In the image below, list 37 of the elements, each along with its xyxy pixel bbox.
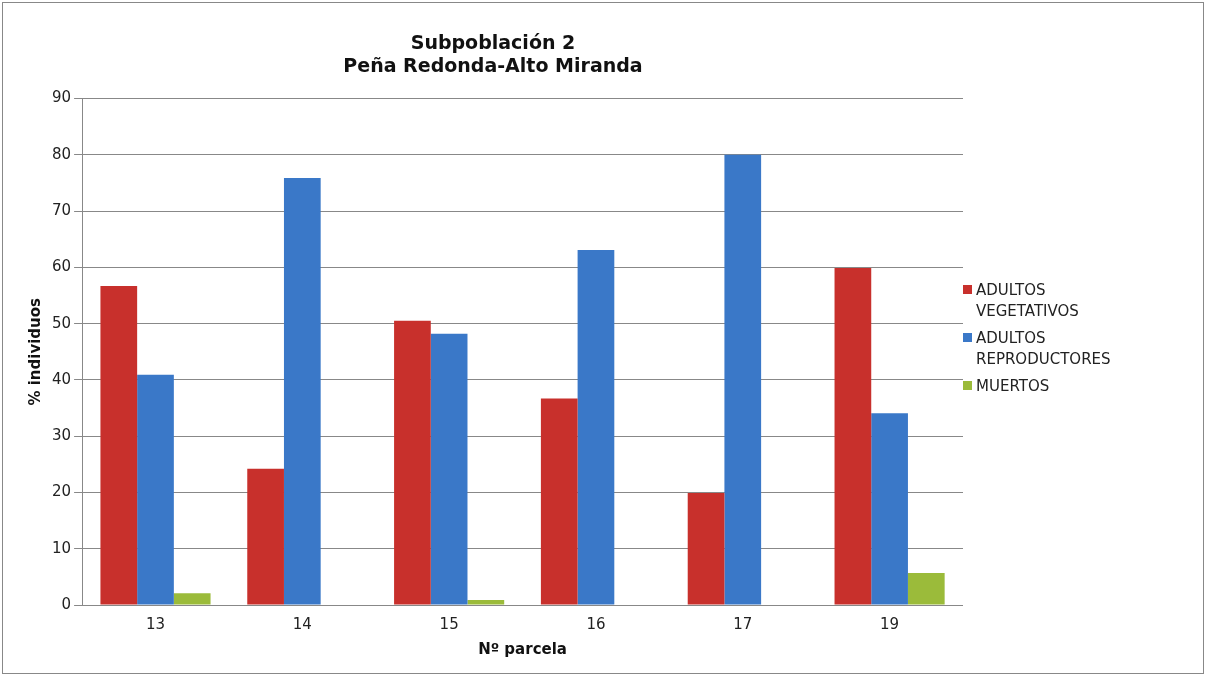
- y-tick-label: 90: [51, 88, 72, 107]
- x-tick-label: 16: [586, 614, 606, 633]
- y-tick-label: 30: [51, 426, 72, 445]
- bar: [687, 493, 725, 605]
- legend-label: MUERTOS: [976, 375, 1050, 397]
- y-tick-label: 70: [51, 201, 72, 220]
- bar: [173, 593, 211, 605]
- bar: [247, 468, 284, 605]
- y-tick-label: 0: [61, 594, 72, 613]
- chart-title: Subpoblación 2 Peña Redonda-Alto Miranda: [343, 31, 643, 77]
- bar: [834, 267, 872, 605]
- x-axis-title: Nº parcela: [478, 639, 567, 658]
- legend-label: ADULTOS VEGETATIVOS: [976, 279, 1080, 322]
- y-tick-label: 40: [51, 369, 72, 388]
- bar: [871, 413, 908, 605]
- x-tick-label: 19: [880, 614, 900, 633]
- bar: [283, 177, 321, 605]
- bar: [540, 398, 578, 605]
- x-tick-label: 14: [292, 614, 312, 633]
- bar: [137, 374, 174, 605]
- bar: [467, 599, 505, 605]
- y-tick-label: 80: [51, 144, 72, 163]
- x-tick-label: 17: [733, 614, 753, 633]
- y-tick-label: 50: [51, 313, 72, 332]
- bar: [907, 572, 945, 605]
- legend-label: ADULTOS REPRODUCTORES: [976, 327, 1112, 370]
- bar: [577, 249, 615, 605]
- y-tick-label: 10: [51, 538, 72, 557]
- y-tick-label: 60: [51, 257, 72, 276]
- bar: [394, 320, 431, 605]
- x-tick-label: 15: [439, 614, 459, 633]
- y-tick-label: 20: [51, 482, 72, 501]
- bar: [724, 154, 762, 605]
- x-tick-label: 13: [145, 614, 166, 633]
- bar: [430, 333, 468, 605]
- bar: [100, 285, 138, 605]
- y-axis-title: % individuos: [25, 297, 44, 406]
